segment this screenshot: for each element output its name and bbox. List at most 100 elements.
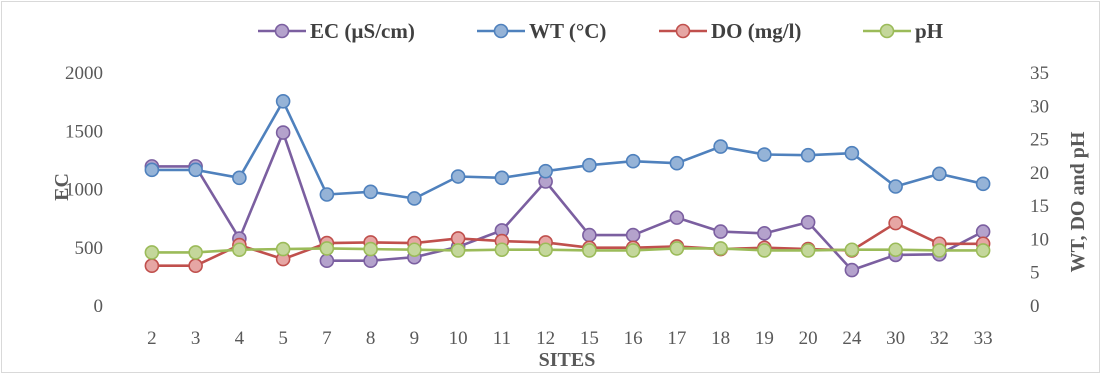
x-tick-label: 2 [147, 328, 157, 349]
data-point [713, 139, 728, 154]
series-0 [144, 125, 991, 278]
series-layer [144, 93, 991, 278]
right-tick-label: 20 [1030, 163, 1049, 184]
legend-item: DO (mg/l) [659, 19, 801, 43]
x-tick-label: 33 [974, 328, 993, 349]
legend-marker [675, 23, 691, 39]
x-tick-label: 3 [191, 328, 201, 349]
legend-item: WT (°C) [477, 19, 606, 43]
x-tick-label: 32 [930, 328, 949, 349]
data-point [450, 169, 466, 184]
x-axis-title: SITES [539, 349, 596, 371]
right-tick-label: 35 [1030, 63, 1049, 84]
data-point [363, 241, 378, 257]
data-point [800, 243, 816, 258]
legend-item: EC (µS/cm) [258, 19, 415, 43]
x-tick-label: 12 [536, 328, 555, 349]
data-point [669, 241, 685, 256]
legend: EC (µS/cm) WT (°C) DO (mg/l) pH [258, 19, 943, 43]
data-point [450, 243, 466, 258]
data-point [538, 163, 553, 179]
legend-label: pH [915, 19, 943, 43]
right-tick-label: 0 [1030, 296, 1040, 317]
data-point [932, 166, 947, 182]
data-point [232, 170, 247, 186]
axes: 0 500 1000 1500 2000 0 5 10 15 20 25 30 35 2 3 4 5 7 8 9 10 1… [65, 63, 1049, 349]
data-point [713, 241, 728, 256]
data-point [582, 157, 597, 173]
x-tick-label: 10 [449, 328, 468, 349]
data-point [757, 226, 772, 241]
data-point [844, 262, 860, 278]
series-line [151, 131, 984, 272]
left-tick-label: 2000 [65, 63, 103, 84]
data-point [144, 162, 160, 178]
right-tick-label: 30 [1030, 96, 1049, 117]
x-tick-label: 11 [493, 328, 511, 349]
x-tick-label: 16 [624, 328, 643, 349]
x-tick-label: 24 [842, 328, 862, 349]
data-point [494, 242, 510, 258]
right-tick-label: 5 [1030, 263, 1040, 284]
legend-marker [879, 23, 895, 39]
data-point [144, 245, 160, 260]
left-axis-title: EC [51, 173, 73, 201]
x-tick-label: 17 [667, 328, 686, 349]
data-point [407, 191, 422, 206]
data-point [625, 227, 641, 243]
data-point [275, 93, 291, 109]
data-point [975, 243, 991, 258]
data-point [144, 258, 160, 274]
right-tick-label: 10 [1030, 229, 1049, 250]
x-tick-label: 8 [366, 328, 376, 349]
right-tick-label: 25 [1030, 130, 1049, 151]
data-point [888, 242, 903, 258]
x-tick-label: 5 [278, 328, 288, 349]
legend-marker [274, 23, 290, 39]
legend-label: WT (°C) [529, 19, 606, 43]
series-3 [144, 241, 991, 260]
right-axis-title: WT, DO and pH [1067, 131, 1089, 272]
series-2 [144, 215, 991, 274]
data-point [757, 243, 772, 258]
x-tick-label: 9 [410, 328, 420, 349]
x-tick-label: 30 [886, 328, 905, 349]
data-point [888, 179, 903, 194]
data-point [275, 125, 291, 140]
data-point [319, 253, 335, 269]
data-point [319, 241, 335, 256]
data-point [450, 231, 466, 246]
data-point [625, 243, 641, 258]
left-tick-label: 1500 [65, 121, 103, 142]
data-point [319, 187, 335, 202]
legend-label: EC (µS/cm) [310, 19, 415, 43]
data-point [582, 227, 597, 243]
data-point [975, 176, 991, 192]
data-point [363, 184, 378, 200]
x-tick-label: 19 [755, 328, 774, 349]
data-point [757, 147, 772, 162]
data-point [232, 242, 247, 258]
data-point [188, 245, 203, 260]
data-point [669, 155, 685, 171]
x-tick-label: 4 [235, 328, 245, 349]
right-tick-label: 15 [1030, 196, 1049, 217]
x-tick-label: 20 [799, 328, 818, 349]
x-tick-label: 15 [580, 328, 599, 349]
data-point [800, 147, 816, 163]
data-point [275, 241, 291, 257]
left-tick-label: 0 [94, 296, 104, 317]
legend-item: pH [863, 19, 943, 43]
data-point [888, 215, 903, 231]
data-point [582, 243, 597, 258]
data-point [625, 153, 641, 169]
data-point [844, 145, 860, 161]
data-point [800, 214, 816, 230]
data-point [932, 243, 947, 258]
legend-label: DO (mg/l) [711, 19, 801, 43]
x-tick-label: 7 [322, 328, 332, 349]
data-point [844, 242, 860, 258]
left-tick-label: 1000 [65, 180, 103, 201]
legend-marker [493, 23, 509, 39]
